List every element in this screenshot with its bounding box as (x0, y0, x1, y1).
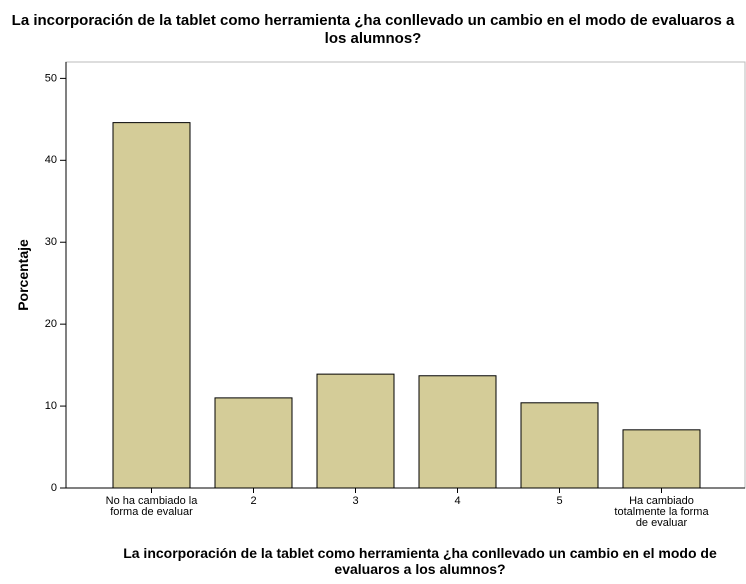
y-tick-label: 40 (45, 154, 57, 166)
chart-title: La incorporación de la tablet como herra… (11, 12, 735, 47)
bar (316, 373, 395, 489)
bar (622, 429, 701, 489)
bar (520, 402, 599, 489)
x-tick-label: Ha cambiado totalmente la forma de evalu… (614, 495, 709, 529)
y-tick-label: 10 (45, 400, 57, 412)
x-tick-label: 5 (556, 495, 563, 507)
y-tick-label: 50 (45, 72, 57, 84)
x-tick-label: 2 (250, 495, 257, 507)
bar (214, 397, 293, 489)
x-tick-label: 4 (454, 495, 461, 507)
y-tick-label: 20 (45, 318, 57, 330)
bar (112, 122, 191, 489)
y-tick-label: 30 (45, 236, 57, 248)
x-tick-label: No ha cambiado la forma de evaluar (105, 495, 198, 518)
y-tick-label: 0 (51, 482, 57, 494)
x-tick-label: 3 (352, 495, 359, 507)
bar (418, 375, 497, 489)
x-axis-label: La incorporación de la tablet como herra… (123, 545, 717, 577)
y-axis-label: Porcentaje (15, 239, 31, 311)
